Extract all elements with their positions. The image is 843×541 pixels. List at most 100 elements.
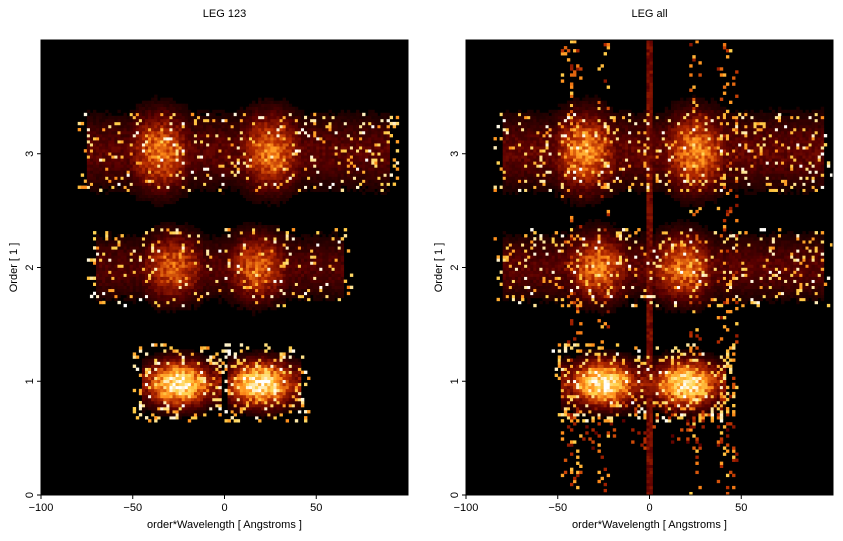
- heatmap-cell: [196, 285, 201, 290]
- heatmap-cell: [157, 306, 161, 311]
- heatmap-cell: [111, 146, 115, 150]
- heatmap-cell: [218, 300, 222, 305]
- heatmap-cell: [264, 367, 268, 371]
- heatmap-cell: [148, 134, 152, 138]
- heatmap-cell: [242, 134, 247, 138]
- heatmap-cell: [123, 118, 127, 123]
- heatmap-cell: [160, 373, 164, 377]
- heatmap-cell: [89, 164, 94, 168]
- heatmap-cell: [178, 400, 182, 405]
- heatmap-cell: [105, 252, 109, 256]
- heatmap-cell: [227, 252, 231, 256]
- heatmap-cell: [163, 400, 167, 405]
- heatmap-cell: [297, 124, 302, 129]
- heatmap-cell: [151, 246, 155, 250]
- heatmap-cell: [193, 367, 198, 371]
- heatmap-cell: [258, 404, 262, 408]
- heatmap-cell: [160, 400, 164, 405]
- heatmap-cell: [227, 170, 231, 174]
- heatmap-cell: [108, 167, 112, 171]
- heatmap-cell: [270, 131, 274, 135]
- heatmap-cell: [297, 370, 302, 374]
- heatmap-cell: [227, 276, 231, 280]
- heatmap-cell: [126, 258, 130, 262]
- heatmap-cell: [239, 352, 244, 356]
- heatmap-cell: [273, 391, 277, 396]
- heatmap-cell: [203, 127, 207, 132]
- heatmap-cell: [294, 149, 299, 153]
- heatmap-cell: [261, 158, 265, 162]
- heatmap-cell: [261, 143, 265, 147]
- heatmap-cell: [193, 282, 198, 286]
- heatmap-cell: [200, 367, 204, 371]
- heatmap-cell: [279, 294, 283, 299]
- heatmap-cell: [96, 134, 100, 138]
- heatmap-cell: [138, 118, 143, 123]
- heatmap-cell: [160, 115, 164, 120]
- heatmap-cell: [184, 300, 189, 305]
- heatmap-cell: [261, 118, 265, 123]
- heatmap-cell: [111, 182, 115, 186]
- heatmap-cell: [196, 137, 201, 141]
- heatmap-cell: [227, 373, 231, 377]
- heatmap-cell: [291, 279, 296, 283]
- heatmap-cell: [108, 146, 112, 150]
- heatmap-cell: [248, 404, 253, 408]
- heatmap-cell: [160, 131, 164, 135]
- heatmap-cell: [297, 252, 302, 256]
- heatmap-cell: [187, 134, 192, 138]
- heatmap-cell: [148, 173, 152, 177]
- heatmap-cell: [187, 140, 192, 144]
- heatmap-cell: [221, 115, 225, 120]
- heatmap-cell: [258, 361, 262, 365]
- heatmap-cell: [252, 246, 256, 250]
- heatmap-cell: [151, 131, 155, 135]
- heatmap-cell: [288, 121, 293, 126]
- heatmap-cell: [227, 382, 231, 387]
- heatmap-cell: [108, 261, 112, 265]
- heatmap-cell: [184, 188, 189, 192]
- heatmap-cell: [117, 300, 121, 305]
- heatmap-cell: [175, 276, 179, 280]
- heatmap-cell: [166, 173, 170, 177]
- heatmap-cell: [200, 270, 204, 274]
- heatmap-cell: [300, 282, 305, 286]
- heatmap-cell: [282, 288, 286, 293]
- heatmap-cell: [248, 294, 253, 299]
- heatmap-cell: [184, 161, 189, 165]
- heatmap-cell: [209, 288, 213, 293]
- heatmap-cell: [141, 410, 146, 414]
- heatmap-cell: [111, 243, 115, 247]
- heatmap-cell: [294, 382, 299, 387]
- heatmap-cell: [285, 288, 290, 293]
- heatmap-cell: [258, 158, 262, 162]
- heatmap-cell: [206, 179, 210, 183]
- heatmap-cell: [264, 279, 268, 283]
- heatmap-cell: [169, 382, 173, 387]
- heatmap-cell: [102, 179, 106, 183]
- heatmap-cell: [200, 400, 204, 405]
- heatmap-cell: [181, 258, 186, 262]
- heatmap-cell: [288, 106, 293, 111]
- heatmap-cell: [273, 155, 277, 159]
- heatmap-cell: [212, 400, 216, 405]
- heatmap-cell: [160, 149, 164, 153]
- heatmap-cell: [187, 288, 192, 293]
- heatmap-cell: [279, 243, 283, 247]
- heatmap-cell: [258, 137, 262, 141]
- heatmap-cell: [224, 137, 228, 141]
- heatmap-cell: [203, 240, 207, 244]
- heatmap-cell: [99, 173, 103, 177]
- heatmap-cell: [187, 297, 192, 302]
- heatmap-cell: [144, 364, 149, 368]
- heatmap-cell: [230, 118, 234, 123]
- heatmap-cell: [132, 118, 137, 123]
- heatmap-cell: [212, 176, 216, 180]
- heatmap-cell: [285, 191, 290, 195]
- heatmap-cell: [264, 370, 268, 374]
- heatmap-cell: [224, 228, 228, 232]
- heatmap-cell: [285, 240, 290, 244]
- heatmap-cell: [297, 249, 302, 253]
- heatmap-cell: [196, 255, 201, 259]
